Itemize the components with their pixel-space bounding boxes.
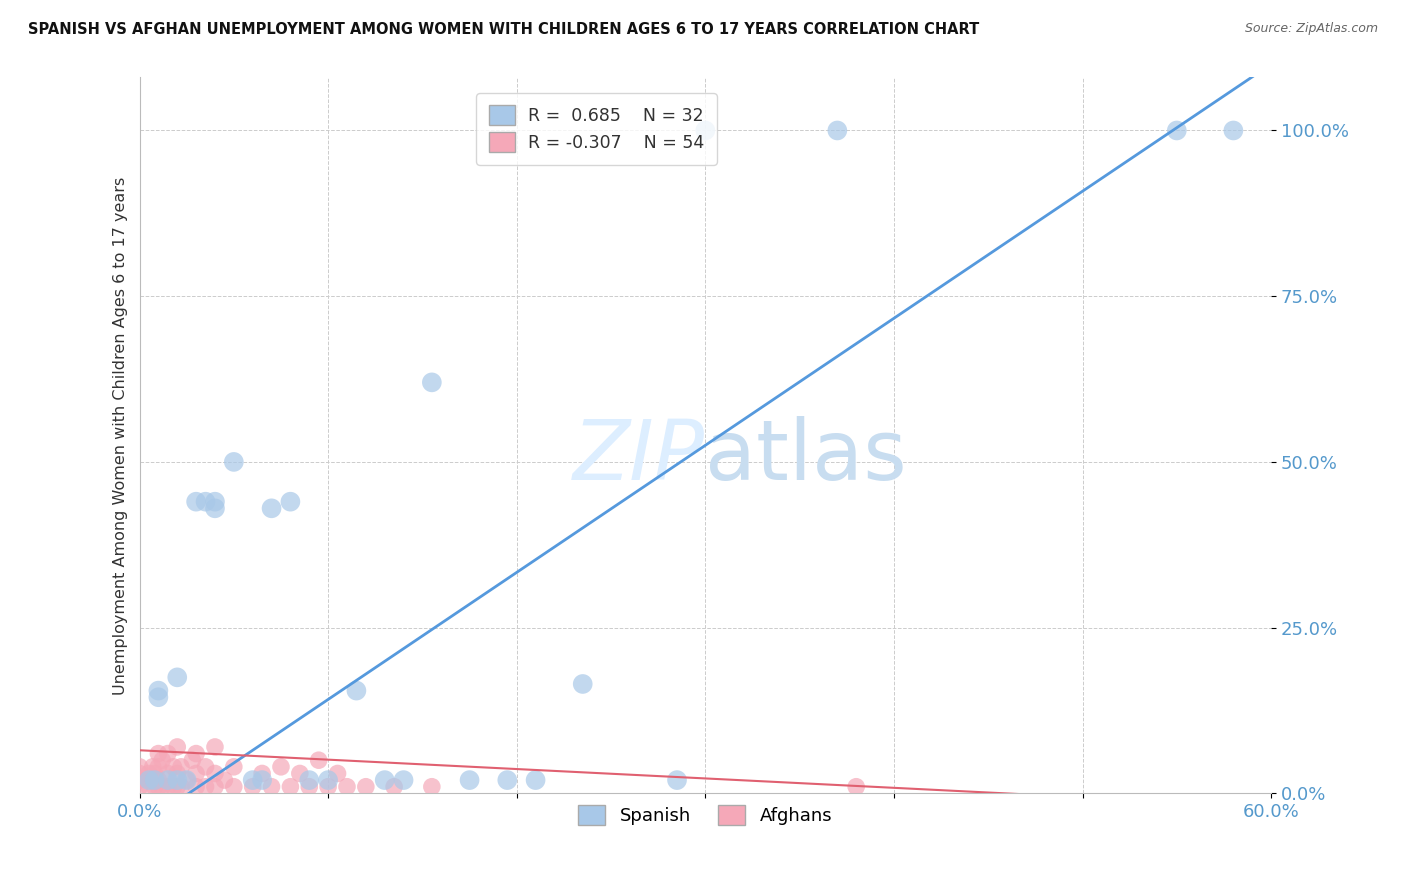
- Point: [280, 494, 302, 508]
- Point: [162, 760, 184, 774]
- Point: [695, 123, 717, 137]
- Point: [260, 501, 283, 516]
- Point: [166, 766, 188, 780]
- Point: [170, 760, 193, 774]
- Point: [298, 780, 321, 794]
- Point: [184, 766, 207, 780]
- Point: [242, 780, 264, 794]
- Point: [204, 501, 226, 516]
- Point: [222, 760, 245, 774]
- Point: [496, 773, 519, 788]
- Point: [1222, 123, 1244, 137]
- Text: ZIP: ZIP: [574, 417, 706, 498]
- Point: [222, 455, 245, 469]
- Point: [176, 773, 198, 788]
- Point: [204, 780, 226, 794]
- Point: [148, 747, 170, 761]
- Point: [128, 766, 150, 780]
- Point: [143, 780, 166, 794]
- Point: [156, 766, 179, 780]
- Point: [250, 773, 273, 788]
- Point: [845, 780, 868, 794]
- Point: [280, 780, 302, 794]
- Text: Source: ZipAtlas.com: Source: ZipAtlas.com: [1244, 22, 1378, 36]
- Point: [138, 773, 160, 788]
- Point: [194, 760, 217, 774]
- Point: [176, 773, 198, 788]
- Point: [143, 773, 166, 788]
- Point: [392, 773, 415, 788]
- Point: [148, 780, 170, 794]
- Point: [204, 739, 226, 754]
- Point: [138, 780, 160, 794]
- Point: [288, 766, 311, 780]
- Point: [128, 773, 150, 788]
- Point: [166, 670, 188, 684]
- Point: [148, 760, 170, 774]
- Point: [128, 760, 150, 774]
- Point: [204, 766, 226, 780]
- Point: [194, 494, 217, 508]
- Point: [166, 780, 188, 794]
- Point: [184, 494, 207, 508]
- Point: [1166, 123, 1188, 137]
- Point: [184, 747, 207, 761]
- Point: [166, 773, 188, 788]
- Point: [316, 780, 339, 794]
- Legend: Spanish, Afghans: Spanish, Afghans: [569, 796, 841, 834]
- Point: [166, 739, 188, 754]
- Point: [170, 780, 193, 794]
- Text: atlas: atlas: [706, 417, 907, 498]
- Point: [150, 780, 173, 794]
- Point: [354, 780, 377, 794]
- Point: [420, 780, 443, 794]
- Point: [260, 780, 283, 794]
- Point: [156, 773, 179, 788]
- Y-axis label: Unemployment Among Women with Children Ages 6 to 17 years: Unemployment Among Women with Children A…: [114, 177, 128, 695]
- Point: [666, 773, 689, 788]
- Point: [827, 123, 849, 137]
- Point: [222, 780, 245, 794]
- Point: [344, 683, 367, 698]
- Point: [250, 766, 273, 780]
- Point: [184, 780, 207, 794]
- Point: [524, 773, 547, 788]
- Point: [156, 780, 179, 794]
- Point: [420, 376, 443, 390]
- Text: SPANISH VS AFGHAN UNEMPLOYMENT AMONG WOMEN WITH CHILDREN AGES 6 TO 17 YEARS CORR: SPANISH VS AFGHAN UNEMPLOYMENT AMONG WOM…: [28, 22, 980, 37]
- Point: [142, 760, 165, 774]
- Point: [336, 780, 359, 794]
- Point: [204, 494, 226, 508]
- Point: [148, 773, 170, 788]
- Point: [138, 766, 160, 780]
- Point: [382, 780, 405, 794]
- Point: [316, 773, 339, 788]
- Point: [298, 773, 321, 788]
- Point: [242, 773, 264, 788]
- Point: [194, 780, 217, 794]
- Point: [270, 760, 292, 774]
- Point: [214, 773, 236, 788]
- Point: [162, 780, 184, 794]
- Point: [458, 773, 481, 788]
- Point: [143, 766, 166, 780]
- Point: [128, 780, 150, 794]
- Point: [148, 690, 170, 705]
- Point: [150, 753, 173, 767]
- Point: [308, 753, 330, 767]
- Point: [374, 773, 396, 788]
- Point: [156, 747, 179, 761]
- Point: [138, 773, 160, 788]
- Point: [326, 766, 349, 780]
- Point: [181, 753, 204, 767]
- Point: [148, 683, 170, 698]
- Point: [571, 677, 593, 691]
